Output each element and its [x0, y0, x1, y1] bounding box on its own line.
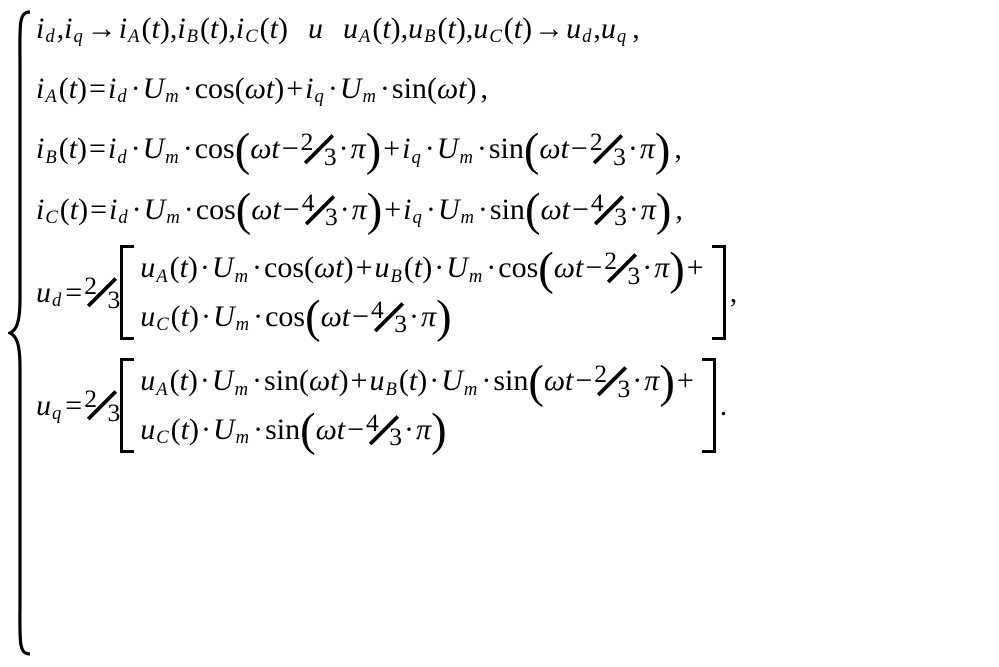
left-bracket — [120, 358, 134, 453]
line-6-uq: uq = 2 3 uA (t) · Um · sin — [36, 358, 986, 453]
left-bracket — [120, 245, 134, 340]
frac-2-3: 2 3 — [84, 388, 120, 423]
right-bracket — [712, 245, 726, 340]
frac-2-3: 2 3 — [590, 132, 626, 167]
frac-4-3: 4 3 — [302, 193, 338, 228]
equation-page: id, iq → iA (t), iB (t), iC (t) u uA (t)… — [0, 0, 999, 667]
right-bracket — [702, 358, 716, 453]
line-1: id, iq → iA (t), iB (t), iC (t) u uA (t)… — [36, 12, 986, 46]
line-4: iC (t) = id · Um · cos (ωt − 4 3 ·π ) + … — [36, 193, 986, 228]
line-2: iA (t) = id · Um · cos (ωt) + iq · Um · … — [36, 72, 986, 106]
frac-4-3: 4 3 — [591, 193, 627, 228]
equation-content: id, iq → iA (t), iB (t), iC (t) u uA (t)… — [36, 6, 986, 453]
frac-2-3: 2 3 — [301, 132, 337, 167]
frac-2-3: 2 3 — [84, 275, 120, 310]
line-5-ud: ud = 2 3 uA (t) · Um · cos — [36, 245, 986, 340]
system-brace — [8, 8, 34, 658]
line-3: iB (t) = id · Um · cos (ωt − 2 3 ·π ) + … — [36, 132, 986, 167]
